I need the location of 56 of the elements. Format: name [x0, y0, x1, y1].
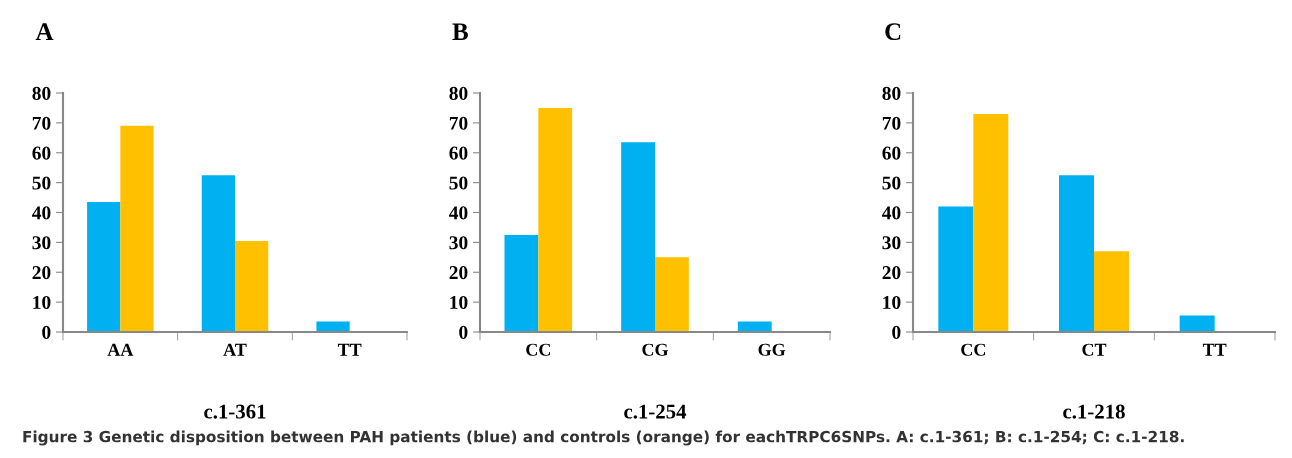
caption: Figure 3 Genetic disposition between PAH patients (blue) and controls (orange) for eachTRPC6SNPs. A: c.1-361; B: c.1-254; C: c.1-218.: [23, 430, 1184, 446]
bar: [87, 202, 121, 332]
bar: [938, 206, 974, 332]
y-tick-label: 0: [42, 325, 51, 339]
y-tick-label: 30: [449, 236, 468, 250]
x-tick-label: CG: [642, 343, 669, 356]
y-tick-label: 20: [449, 266, 468, 280]
y-tick-label: 30: [32, 236, 51, 250]
bar: [1179, 315, 1215, 332]
x-tick-label: CC: [526, 343, 550, 356]
bar: [504, 234, 539, 332]
x-axis-title: c.1-218: [1063, 404, 1125, 419]
y-tick-label: 60: [32, 146, 51, 160]
y-tick-label: 50: [32, 176, 51, 190]
chart-title: A: [35, 23, 54, 40]
x-tick-label: AA: [107, 343, 134, 356]
y-tick-label: 40: [449, 206, 468, 220]
y-tick-label: 60: [449, 146, 468, 160]
y-tick-label: 80: [882, 86, 901, 100]
y-tick-label: 40: [882, 206, 901, 220]
x-tick-label: CC: [961, 343, 985, 356]
bar: [655, 257, 689, 332]
y-tick-label: 80: [32, 86, 51, 100]
chart-title: C: [885, 23, 901, 41]
y-tick-label: 10: [883, 295, 901, 310]
x-tick-label: CT: [1082, 343, 1107, 356]
x-axis-title: c.1-361: [204, 404, 266, 419]
y-tick-label: 80: [449, 86, 468, 100]
y-tick-label: 70: [882, 116, 901, 130]
bar: [621, 142, 655, 332]
bar: [1094, 251, 1129, 332]
y-tick-label: 0: [892, 325, 901, 339]
bar: [538, 107, 573, 332]
y-tick-label: 50: [449, 176, 468, 190]
y-tick-label: 70: [449, 116, 468, 130]
bar: [973, 113, 1009, 332]
x-tick-label: GG: [758, 343, 786, 356]
y-tick-label: 0: [459, 325, 468, 339]
chart-title: B: [452, 23, 468, 40]
y-tick-label: 20: [882, 266, 901, 280]
bar: [235, 240, 269, 332]
y-tick-label: 50: [882, 176, 901, 190]
bar: [1059, 175, 1094, 332]
y-tick-label: 70: [32, 116, 51, 130]
x-axis-title: c.1-254: [624, 404, 687, 419]
y-tick-label: 60: [882, 146, 901, 160]
x-tick-label: TT: [1202, 343, 1227, 356]
y-tick-label: 40: [32, 206, 51, 220]
y-tick-label: 10: [450, 295, 468, 310]
x-tick-label: TT: [337, 343, 362, 356]
x-tick-label: AT: [223, 343, 247, 356]
y-tick-label: 10: [33, 295, 51, 310]
bar: [201, 175, 235, 332]
y-tick-label: 20: [32, 266, 51, 280]
y-tick-label: 30: [882, 236, 901, 250]
bar: [120, 125, 154, 332]
